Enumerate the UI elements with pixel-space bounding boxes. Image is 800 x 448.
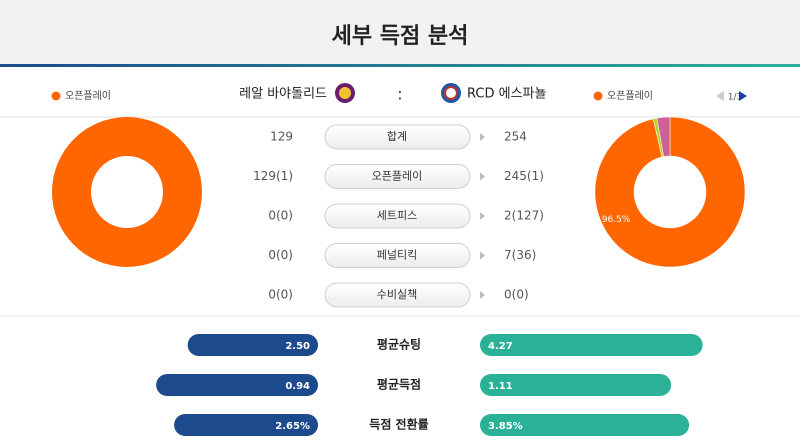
stat-label: 합계 xyxy=(387,130,407,143)
team-name: 레알 바야돌리드 xyxy=(239,87,327,102)
stat-pill xyxy=(324,203,471,229)
row-arrow[interactable] xyxy=(480,291,485,299)
away-stat: 254 xyxy=(504,130,527,144)
away-stat: 245(1) xyxy=(504,169,544,183)
home-value: 2.50 xyxy=(285,341,310,352)
stat-pill xyxy=(324,124,471,150)
home-stat: 129 xyxy=(270,130,293,144)
away-stat: 2(127) xyxy=(504,209,544,223)
separator: : xyxy=(397,85,402,104)
stat-label: 세트피스 xyxy=(377,209,417,222)
title: 세부 득점 분석 xyxy=(332,24,469,49)
pager: 1/3 xyxy=(728,93,742,103)
compare-label: 평균슈팅 xyxy=(377,337,421,352)
away-stat: 0(0) xyxy=(504,288,529,302)
team-logo xyxy=(335,83,355,103)
away-value: 4.27 xyxy=(488,341,513,352)
donut-segment xyxy=(656,116,671,157)
stat-pill xyxy=(324,243,471,268)
home-value: 0.94 xyxy=(285,381,310,392)
stat-pill xyxy=(324,164,471,189)
home-stat: 0(0) xyxy=(268,288,293,302)
row-arrow[interactable] xyxy=(480,133,485,141)
legend-dot xyxy=(51,91,61,101)
home-bar xyxy=(156,374,318,396)
home-bar xyxy=(174,414,318,436)
legend-dot xyxy=(593,91,603,101)
team-logo xyxy=(441,83,461,103)
team-name: RCD 에스파뇰 xyxy=(467,87,546,102)
legend: 오픈플레이 xyxy=(607,90,653,102)
stat-pill xyxy=(324,282,471,308)
row-arrow[interactable] xyxy=(480,172,485,181)
row-arrow[interactable] xyxy=(480,251,485,260)
away-bar xyxy=(480,414,690,436)
donut-segment xyxy=(594,116,746,268)
away-value: 1.11 xyxy=(488,381,513,392)
header-line xyxy=(0,64,800,67)
stat-label: 페널티킥 xyxy=(377,249,417,262)
home-bar xyxy=(187,334,318,356)
legend: 오픈플레이 xyxy=(65,90,111,102)
home-stat: 0(0) xyxy=(268,209,293,223)
prev-button[interactable] xyxy=(716,91,724,101)
away-stat: 7(36) xyxy=(504,248,536,262)
compare-label: 득점 전환률 xyxy=(369,417,428,432)
header xyxy=(0,0,800,65)
stat-label: 오픈플레이 xyxy=(372,170,423,183)
compare-label: 평균득점 xyxy=(377,377,421,392)
away-value: 3.85% xyxy=(488,421,523,432)
donut-segment xyxy=(52,117,202,267)
donut-label: 96.5% xyxy=(602,215,631,225)
away-bar xyxy=(480,334,703,356)
row-arrow[interactable] xyxy=(480,212,485,220)
next-button[interactable] xyxy=(739,91,747,101)
home-value: 2.65% xyxy=(275,421,310,432)
home-stat: 0(0) xyxy=(268,248,293,262)
stat-label: 수비실책 xyxy=(377,288,417,301)
away-bar xyxy=(480,374,672,396)
content: 96.5% 129 합계 254 129(1) 오픈플레이 245(1) 0(0) 세트피스 2(… xyxy=(52,116,746,436)
home-stat: 129(1) xyxy=(253,169,293,183)
